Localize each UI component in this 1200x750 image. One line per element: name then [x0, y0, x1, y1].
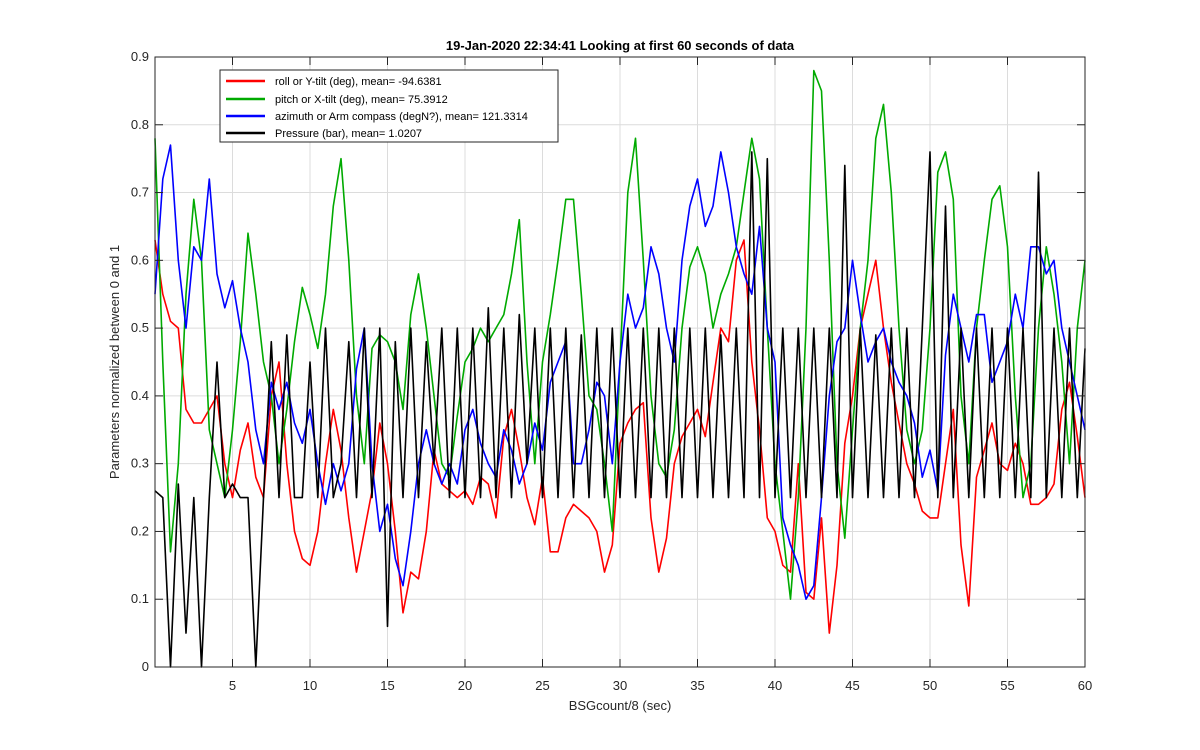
x-tick-label: 5	[229, 678, 236, 693]
x-tick-label: 25	[535, 678, 549, 693]
legend-label: Pressure (bar), mean= 1.0207	[275, 128, 422, 140]
y-tick-label: 0.7	[131, 185, 149, 200]
x-tick-label: 45	[845, 678, 859, 693]
x-tick-label: 15	[380, 678, 394, 693]
legend-label: pitch or X-tilt (deg), mean= 75.3912	[275, 94, 448, 106]
x-tick-label: 30	[613, 678, 627, 693]
x-tick-label: 50	[923, 678, 937, 693]
series-line	[154, 151, 1086, 668]
legend-entry: azimuth or Arm compass (degN?), mean= 12…	[226, 111, 528, 123]
x-tick-label: 35	[690, 678, 704, 693]
y-tick-label: 0.1	[131, 591, 149, 606]
x-tick-label: 10	[303, 678, 317, 693]
y-axis-title: Parameters normalized between 0 and 1	[107, 245, 122, 479]
axis-ticks: 5 10 15 20 25 30 35 40 45 50 55 60 0 0.1 0.2 0.3 0.4 0.5 0…	[131, 49, 1092, 693]
y-tick-label: 0.5	[131, 320, 149, 335]
y-tick-label: 0.3	[131, 456, 149, 471]
y-tick-label: 0.4	[131, 388, 149, 403]
legend-entry: Pressure (bar), mean= 1.0207	[226, 128, 422, 140]
legend-label: azimuth or Arm compass (degN?), mean= 12…	[275, 111, 528, 123]
legend-entry: pitch or X-tilt (deg), mean= 75.3912	[226, 94, 448, 106]
chart-title: 19-Jan-2020 22:34:41 Looking at first 60…	[446, 38, 795, 53]
series-line	[154, 144, 1086, 601]
legend-entry: roll or Y-tilt (deg), mean= -94.6381	[226, 76, 442, 88]
x-tick-label: 40	[768, 678, 782, 693]
legend: roll or Y-tilt (deg), mean= -94.6381 pit…	[219, 69, 559, 143]
y-tick-label: 0.2	[131, 523, 149, 538]
x-tick-label: 20	[458, 678, 472, 693]
legend-box	[219, 69, 559, 143]
x-tick-label: 60	[1078, 678, 1092, 693]
y-tick-label: 0.9	[131, 49, 149, 64]
x-axis-title: BSGcount/8 (sec)	[569, 698, 672, 713]
y-tick-label: 0.6	[131, 252, 149, 267]
series-lines	[154, 69, 1086, 668]
y-tick-label: 0	[142, 659, 149, 674]
y-tick-label: 0.8	[131, 117, 149, 132]
x-tick-label: 55	[1000, 678, 1014, 693]
legend-label: roll or Y-tilt (deg), mean= -94.6381	[275, 76, 442, 88]
series-line	[154, 239, 1086, 634]
